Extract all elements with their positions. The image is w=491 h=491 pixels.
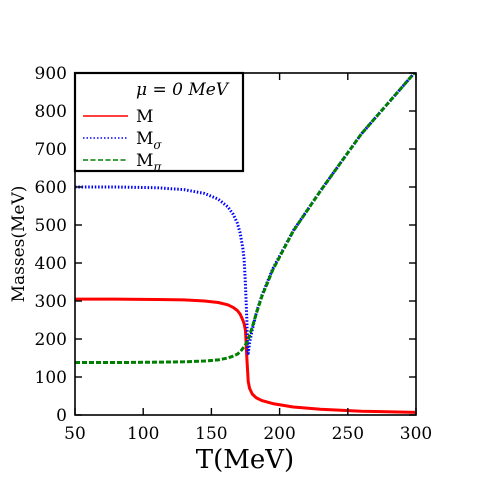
y-tick-label: 500	[35, 216, 67, 236]
legend-label: M	[136, 107, 153, 127]
series-line-m-sigma	[75, 73, 416, 355]
y-tick-label: 400	[35, 254, 67, 274]
y-tick-label: 100	[35, 368, 67, 388]
y-tick-label: 300	[35, 292, 67, 312]
y-tick-label: 900	[35, 64, 67, 84]
series-line-m	[75, 297, 416, 414]
y-tick-label: 200	[35, 330, 67, 350]
y-tick-label: 0	[56, 406, 67, 426]
x-tick-label: 250	[332, 424, 364, 444]
legend-label: Mπ	[136, 151, 162, 174]
x-axis-title: T(MeV)	[196, 445, 294, 475]
x-tick-label: 200	[263, 424, 295, 444]
plot-frame	[74, 72, 417, 416]
y-axis: 0 100 200 300 400 500 600 700 800 900	[35, 64, 416, 426]
x-tick-label: 100	[127, 424, 159, 444]
series-line-m-pi	[75, 73, 416, 365]
legend-label: Mσ	[136, 129, 162, 152]
x-tick-label: 150	[195, 424, 227, 444]
y-tick-label: 600	[35, 178, 67, 198]
y-tick-label: 800	[35, 102, 67, 122]
curves-layer	[75, 73, 416, 414]
y-axis-title: Masses(MeV)	[9, 186, 29, 303]
legend-title: μ = 0 MeV	[136, 80, 230, 100]
legend-box	[73, 71, 245, 173]
x-tick-label: 300	[400, 424, 432, 444]
x-tick-label: 50	[64, 424, 86, 444]
y-tick-label: 700	[35, 140, 67, 160]
